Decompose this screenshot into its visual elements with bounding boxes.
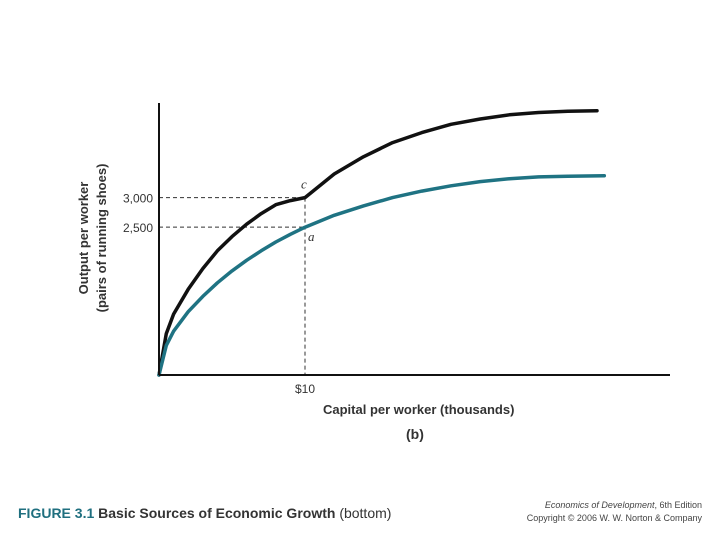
- figure-suffix: (bottom): [339, 505, 392, 521]
- point-labels: ca: [301, 177, 315, 245]
- point-label-c: c: [301, 177, 307, 192]
- y-axis-label-line-2: (pairs of running shoes): [94, 164, 109, 313]
- figure-title: Basic Sources of Economic Growth: [98, 505, 336, 521]
- book-edition: , 6th Edition: [654, 500, 702, 510]
- tick-labels: 2,500 3,000 $10: [123, 192, 315, 396]
- axes: [158, 103, 670, 376]
- y-tick-label: 3,000: [123, 192, 153, 206]
- x-tick-label: $10: [295, 382, 315, 396]
- y-tick-label: 2,500: [123, 221, 153, 235]
- y-axis-label: Output per worker (pairs of running shoe…: [76, 164, 109, 313]
- series-line-upper: [157, 108, 599, 377]
- point-label-a: a: [308, 229, 315, 244]
- guide-lines: [159, 197, 306, 375]
- series-layer: [157, 108, 607, 377]
- figure-caption: FIGURE 3.1 Basic Sources of Economic Gro…: [18, 505, 391, 521]
- x-axis-label: Capital per worker (thousands): [323, 402, 514, 417]
- copyright-line: Copyright © 2006 W. W. Norton & Company: [526, 513, 702, 523]
- copyright-credit: Economics of Development, 6th Edition Co…: [527, 499, 702, 525]
- figure-number: FIGURE 3.1: [18, 505, 95, 521]
- panel-label: (b): [406, 426, 424, 442]
- series-line-lower: [157, 173, 607, 377]
- y-axis-label-line-1: Output per worker: [76, 182, 91, 295]
- book-title: Economics of Development: [544, 500, 655, 510]
